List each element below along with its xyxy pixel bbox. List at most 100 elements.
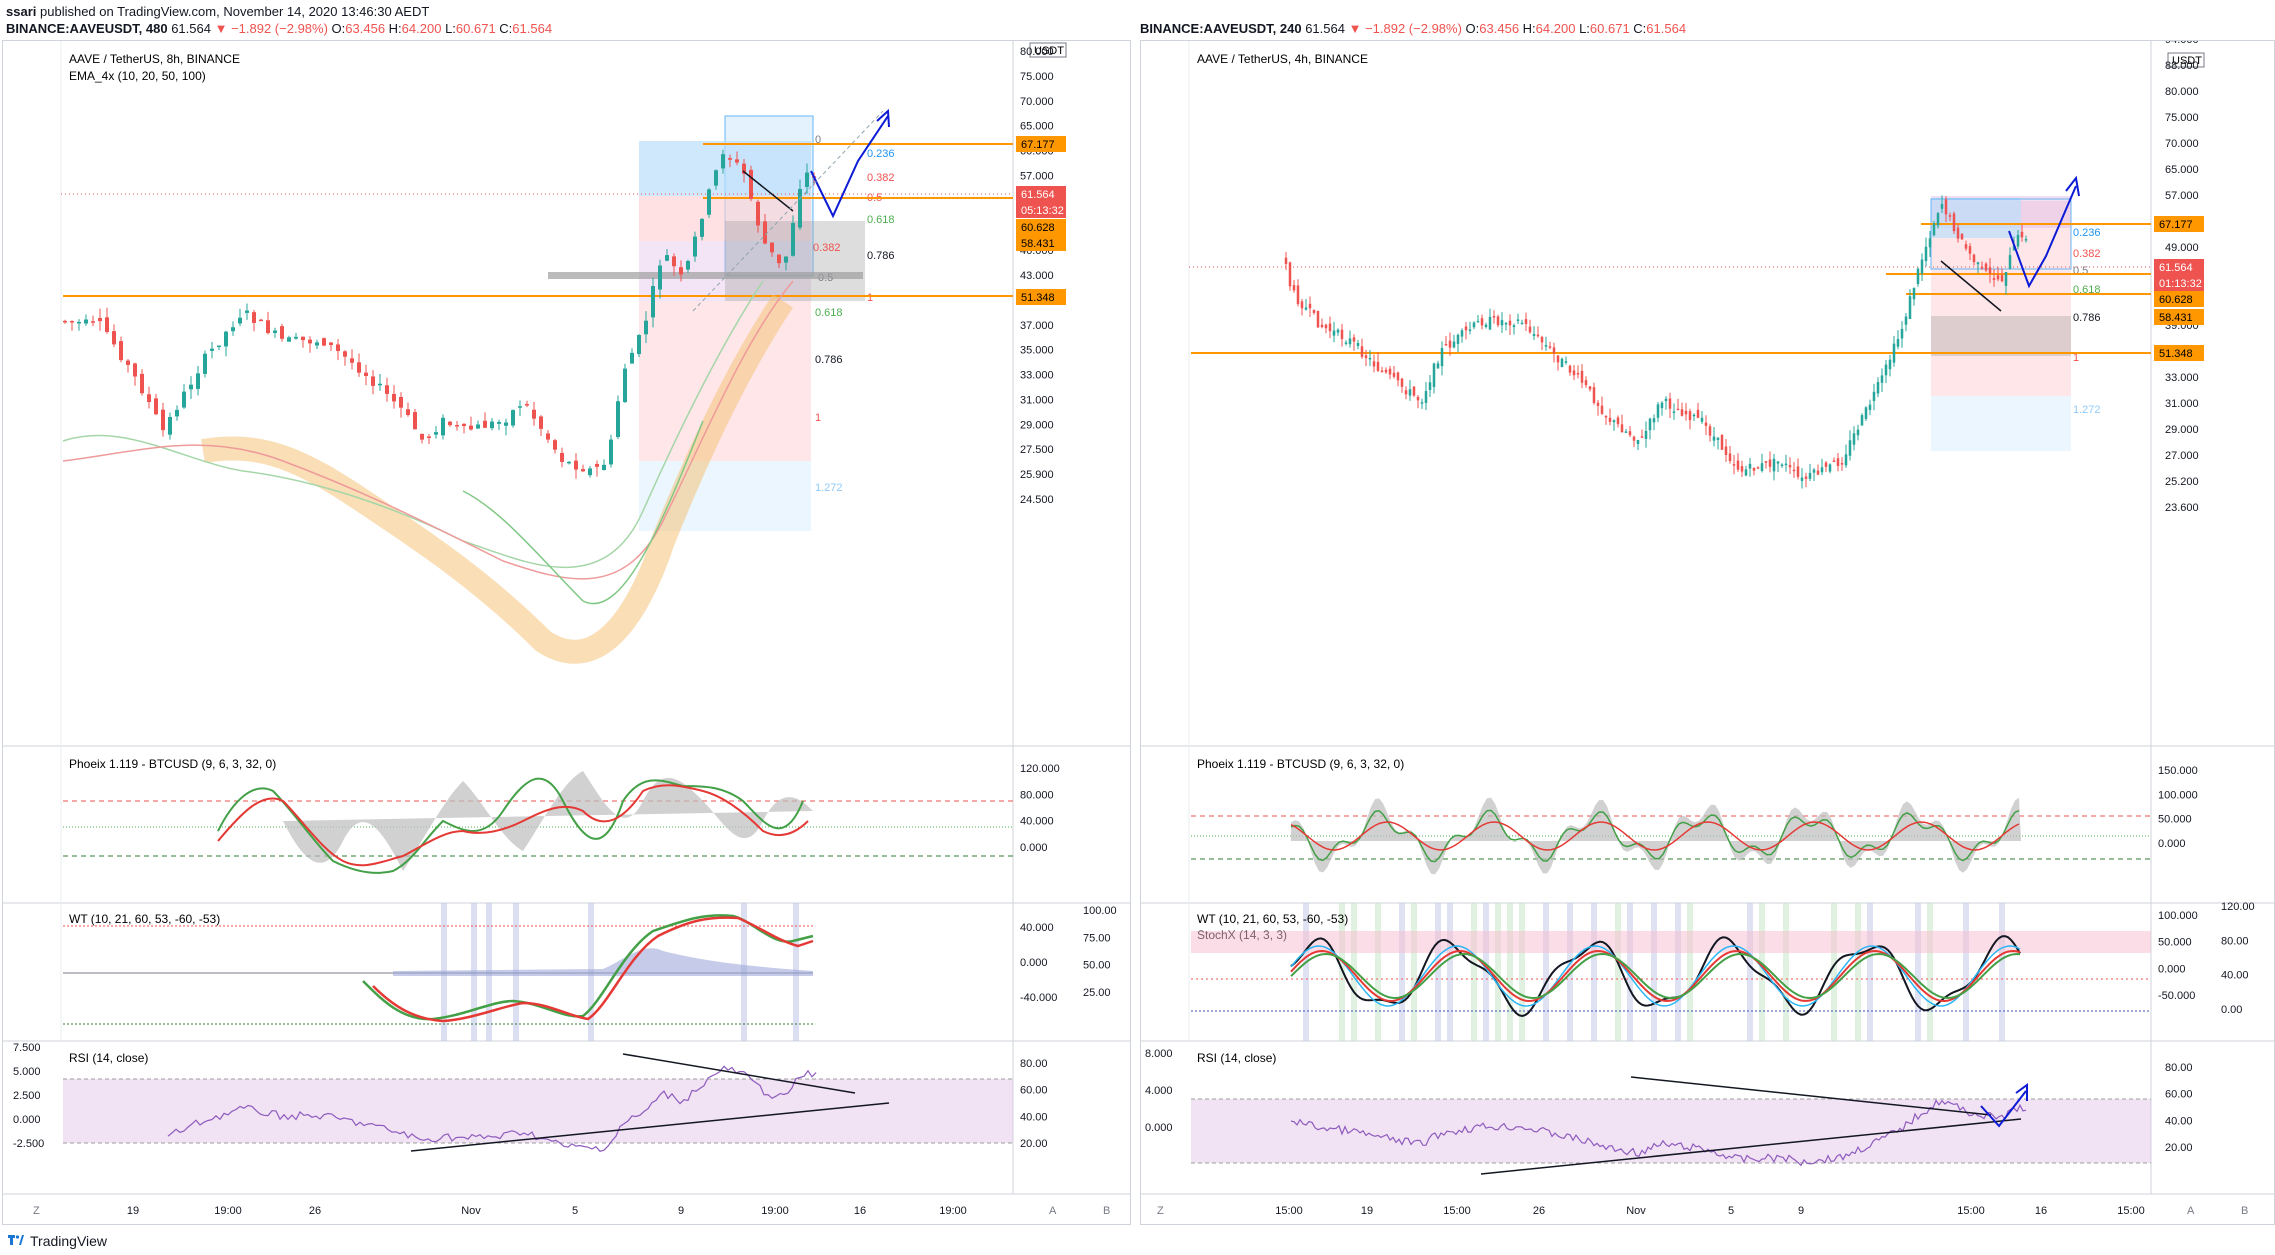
right-candle[interactable] — [1476, 320, 1480, 323]
left-candles[interactable] — [63, 149, 816, 479]
right-candle[interactable] — [1928, 238, 1932, 248]
left-candle[interactable] — [567, 461, 571, 464]
right-candle[interactable] — [1576, 372, 1580, 375]
left-candle[interactable] — [315, 342, 319, 346]
left-candle[interactable] — [322, 338, 326, 346]
right-candle[interactable] — [1360, 346, 1364, 357]
right-candle[interactable] — [1744, 469, 1748, 476]
right-candle[interactable] — [1968, 246, 1972, 254]
left-trendline[interactable] — [742, 170, 794, 212]
left-wt-pane[interactable]: WT (10, 21, 60, 53, -60, -53) 40.000 0.00… — [63, 903, 1117, 1041]
right-candle[interactable] — [1960, 233, 1964, 240]
right-candle[interactable] — [1800, 477, 1804, 481]
right-rsi-resistance[interactable] — [1630, 1076, 1992, 1116]
right-candle[interactable] — [1920, 259, 1924, 274]
left-candle[interactable] — [728, 158, 732, 160]
right-candle[interactable] — [1684, 410, 1688, 415]
right-candle[interactable] — [1956, 227, 1960, 239]
left-candle[interactable] — [63, 320, 67, 323]
right-candle[interactable] — [1628, 431, 1632, 436]
right-candle[interactable] — [1776, 461, 1780, 464]
left-candle[interactable] — [217, 345, 221, 348]
right-candle[interactable] — [1544, 345, 1548, 347]
left-candle[interactable] — [203, 353, 207, 374]
right-candle[interactable] — [1892, 343, 1896, 363]
right-main-pane[interactable]: AAVE / TetherUS, 4h, BINANCE 0.236 0.382… — [1189, 34, 2205, 514]
right-candle[interactable] — [1836, 458, 1840, 467]
right-candle[interactable] — [1532, 334, 1536, 336]
right-candle[interactable] — [1400, 378, 1404, 387]
left-candle[interactable] — [98, 318, 102, 322]
left-candle[interactable] — [350, 358, 354, 363]
right-candle[interactable] — [1720, 435, 1724, 450]
right-auto-button[interactable]: A — [2187, 1205, 2195, 1217]
right-candle[interactable] — [1676, 408, 1680, 411]
right-wt-axis[interactable]: 100.000 50.000 0.000 -50.000 120.00 80.00 40.0… — [2158, 901, 2255, 1016]
right-candle[interactable] — [1296, 285, 1300, 304]
left-candle[interactable] — [84, 319, 88, 324]
left-candle[interactable] — [371, 376, 375, 386]
left-candle[interactable] — [721, 154, 725, 169]
right-candle[interactable] — [1364, 355, 1368, 359]
right-candle[interactable] — [1452, 341, 1456, 348]
left-candle[interactable] — [378, 383, 382, 386]
left-candle[interactable] — [301, 336, 305, 341]
right-candle[interactable] — [1748, 463, 1752, 469]
right-fib-box[interactable] — [1930, 198, 2072, 270]
right-candle[interactable] — [1412, 386, 1416, 396]
left-candle[interactable] — [168, 416, 172, 435]
left-candle[interactable] — [105, 317, 109, 332]
left-candle[interactable] — [735, 159, 739, 163]
left-candle[interactable] — [742, 163, 746, 174]
right-candle[interactable] — [2020, 231, 2024, 238]
right-candle[interactable] — [1472, 322, 1476, 328]
left-candle[interactable] — [455, 425, 459, 427]
right-candle[interactable] — [1716, 437, 1720, 441]
right-candle[interactable] — [1664, 398, 1668, 402]
left-chart-svg[interactable]: AAVE / TetherUS, 8h, BINANCE EMA_4x (10,… — [3, 41, 1130, 1224]
left-candle[interactable] — [434, 432, 438, 435]
left-candle[interactable] — [238, 317, 242, 324]
right-candle[interactable] — [1732, 464, 1736, 466]
right-candle[interactable] — [1600, 405, 1604, 414]
left-candle[interactable] — [196, 373, 200, 389]
left-candle[interactable] — [154, 398, 158, 415]
right-candle[interactable] — [1764, 461, 1768, 463]
right-candle[interactable] — [1288, 262, 1292, 287]
left-candle[interactable] — [518, 406, 522, 408]
left-currency-box[interactable] — [1029, 42, 1067, 58]
left-candle[interactable] — [791, 223, 795, 256]
right-candle[interactable] — [1808, 472, 1812, 479]
right-candle[interactable] — [1596, 402, 1600, 406]
left-candle[interactable] — [280, 326, 284, 339]
left-candle[interactable] — [700, 218, 704, 237]
right-candle[interactable] — [1500, 320, 1504, 326]
left-candle[interactable] — [637, 334, 641, 355]
right-candle[interactable] — [1796, 466, 1800, 477]
right-candle[interactable] — [1904, 316, 1908, 325]
right-candle[interactable] — [1480, 318, 1484, 326]
right-candle[interactable] — [1588, 386, 1592, 390]
right-candle[interactable] — [1348, 338, 1352, 345]
right-candle[interactable] — [1772, 458, 1776, 472]
right-candles[interactable] — [1284, 195, 2028, 489]
left-candle[interactable] — [504, 422, 508, 426]
right-candle[interactable] — [1324, 324, 1328, 329]
left-candle[interactable] — [763, 221, 767, 244]
right-candle[interactable] — [1824, 462, 1828, 467]
right-time-axis[interactable]: 15:00 19 15:00 26 Nov 5 9 15:00 16 15:00 — [1275, 1205, 2145, 1217]
right-candle[interactable] — [1964, 244, 1968, 249]
left-candle[interactable] — [714, 170, 718, 186]
right-candle[interactable] — [1372, 361, 1376, 367]
right-candle[interactable] — [1592, 387, 1596, 403]
right-candle[interactable] — [1656, 404, 1660, 418]
left-candle[interactable] — [679, 267, 683, 275]
right-currency-box[interactable] — [2167, 52, 2205, 68]
left-candle[interactable] — [784, 256, 788, 263]
right-candle[interactable] — [1724, 446, 1728, 455]
right-candle[interactable] — [1520, 322, 1524, 325]
right-candle[interactable] — [1436, 363, 1440, 369]
right-candle[interactable] — [1448, 340, 1452, 348]
right-chart[interactable]: AAVE / TetherUS, 4h, BINANCE 0.236 0.382… — [1140, 34, 2275, 1225]
right-phoeix-axis[interactable]: 150.000 100.000 50.000 0.000 — [2158, 765, 2198, 850]
